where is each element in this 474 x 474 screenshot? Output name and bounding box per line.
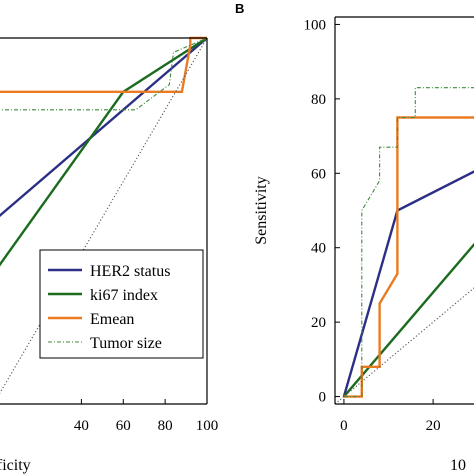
y-tick-label: 40 [311,241,326,257]
series-tumor-size-line [0,37,208,111]
x-tick-label: 0 [340,418,348,434]
roc-panel-b: 0 20 0 20 40 60 80 100 10 Sensitivity B [235,1,474,474]
legend-label-ki67-index: ki67 index [90,287,158,304]
x-tick-label: 40 [74,418,89,434]
panel-letter: B [235,1,244,16]
x-axis-label: 100-Specificity [0,457,31,474]
series-her2-status-line [0,37,208,218]
y-tick-label: 60 [311,166,326,182]
x-tick-label: 20 [426,418,441,434]
x-tick-label: 80 [158,418,173,434]
y-tick-label: 20 [311,315,326,331]
legend-label-her2-status: HER2 status [90,263,170,280]
series-her2-status-line [342,170,474,397]
legend-label-emean: Emean [90,311,134,328]
legend-label-tumor-size: Tumor size [90,335,162,352]
series-emean-line [343,116,474,398]
y-tick-label: 100 [304,17,327,33]
series-tumor-size-line [343,87,474,398]
x-tick-label: 100 [196,418,219,434]
legend-box [39,249,204,359]
x-axis-label: 10 [450,457,466,474]
roc-panel-a: 40 60 80 100 100-Specificity HER2 status ki67 … [0,36,219,474]
y-axis-label: Sensitivity [253,176,270,244]
legend: HER2 status ki67 index Emean Tumor size [39,249,204,359]
y-tick-label: 0 [319,390,327,406]
series-ki67-index-line [0,36,208,267]
series-ki67-index-line [342,242,474,398]
x-tick-label: 60 [116,418,131,434]
y-tick-label: 80 [311,92,326,108]
